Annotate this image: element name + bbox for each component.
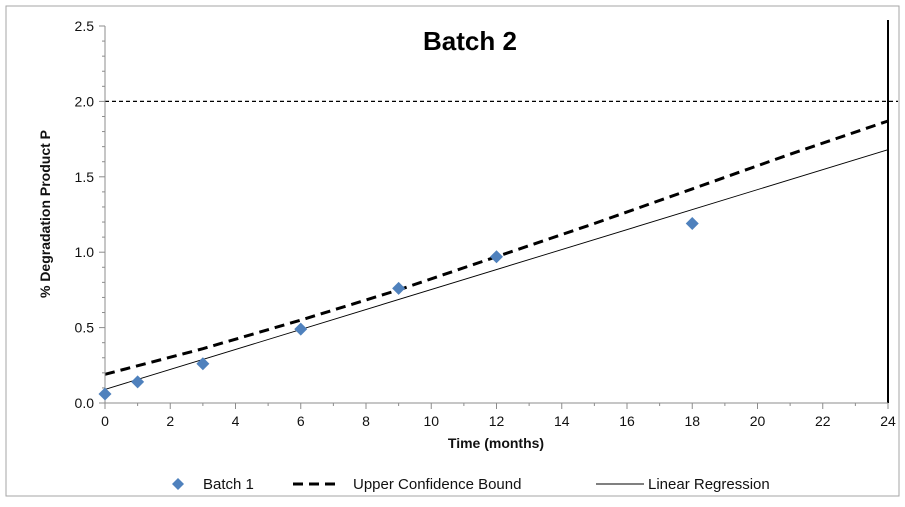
x-axis-label: Time (months): [448, 435, 544, 451]
data-point-diamond: [392, 281, 406, 295]
data-points: [98, 217, 699, 401]
plot-area: [105, 26, 888, 403]
x-tick-label: 8: [362, 413, 370, 429]
x-tick-label: 0: [101, 413, 109, 429]
data-point-diamond: [131, 375, 145, 389]
x-tick-label: 2: [166, 413, 174, 429]
chart-title: Batch 2: [423, 26, 517, 56]
y-axis-label: % Degradation Product P: [37, 130, 53, 298]
x-tick-label: 14: [554, 413, 570, 429]
tick-labels: 0.00.51.01.52.02.50 2 4 6 8 10 12 14 16 18 20 22 24: [75, 18, 896, 429]
legend-label-linear-regression: Linear Regression: [648, 476, 770, 493]
data-point-diamond: [98, 387, 112, 401]
x-tick-label: 20: [750, 413, 766, 429]
y-tick-label: 0.5: [75, 320, 95, 336]
y-tick-label: 2.0: [75, 93, 95, 109]
x-tick-label: 22: [815, 413, 831, 429]
y-tick-label: 1.0: [75, 244, 95, 260]
data-point-diamond: [490, 250, 503, 264]
x-tick-label: 16: [619, 413, 635, 429]
data-point-diamond: [196, 357, 210, 371]
data-point-diamond: [294, 322, 308, 336]
y-tick-label: 0.0: [75, 395, 95, 411]
reference-lines: [105, 20, 898, 403]
x-tick-label: 12: [489, 413, 505, 429]
x-tick-label: 18: [684, 413, 700, 429]
axes: [99, 25, 889, 409]
legend: Batch 1 Upper Confidence Bound Linear Regr…: [172, 476, 770, 493]
y-tick-label: 2.5: [75, 18, 95, 34]
linear-regression-line: [104, 149, 889, 390]
legend-symbol-batch-1: [172, 478, 184, 490]
x-tick-label: 10: [423, 413, 439, 429]
y-tick-label: 1.5: [75, 169, 95, 185]
legend-label-upper-confidence-bound: Upper Confidence Bound: [353, 476, 521, 493]
data-point-diamond: [685, 217, 699, 231]
x-tick-label: 4: [232, 413, 240, 429]
x-tick-label: 6: [297, 413, 305, 429]
x-tick-label: 24: [880, 413, 896, 429]
legend-label-batch-1: Batch 1: [203, 476, 254, 493]
